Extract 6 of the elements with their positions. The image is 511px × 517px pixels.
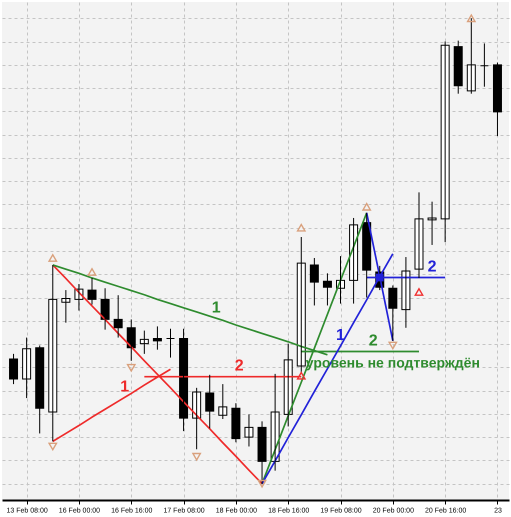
series-label: 2 [368, 332, 378, 350]
series-label: 2 [428, 258, 437, 276]
series-label: 1 [120, 378, 130, 396]
series-label: 2 [234, 358, 244, 375]
series-label: 1 [336, 326, 346, 344]
series-label: 1 [212, 299, 221, 316]
